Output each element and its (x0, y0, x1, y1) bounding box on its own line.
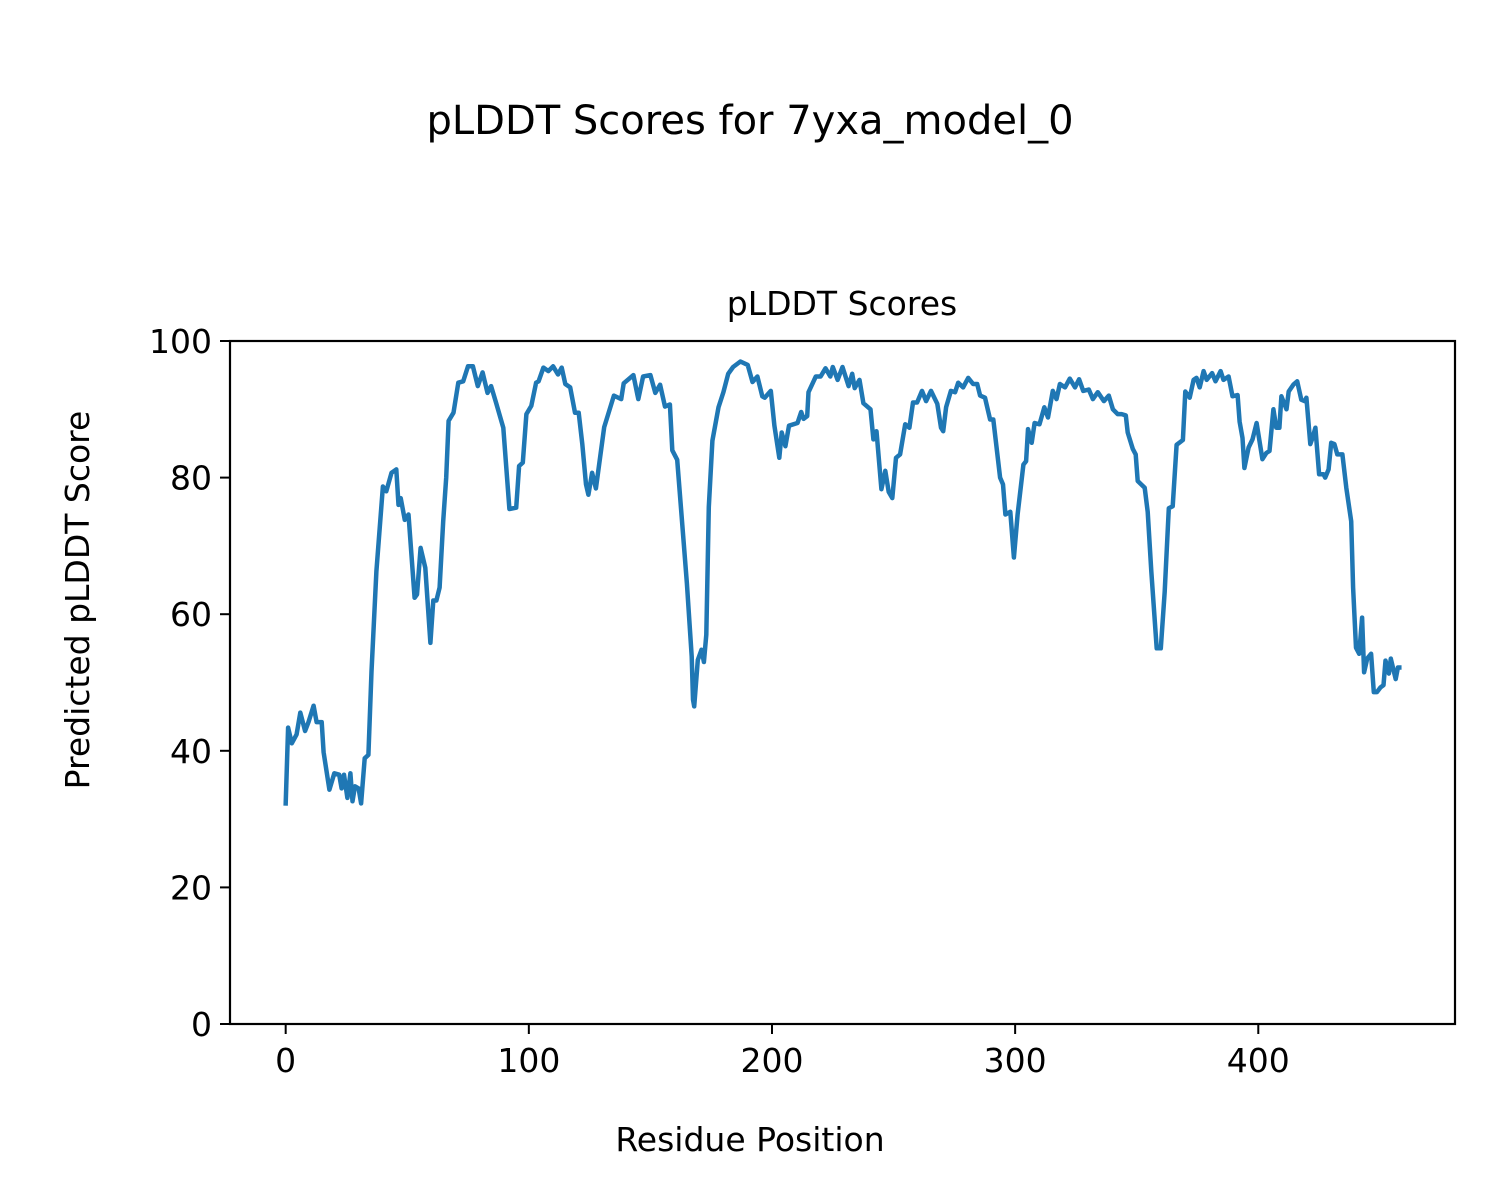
x-axis-label: Residue Position (615, 1120, 884, 1159)
y-tick-label: 0 (191, 1005, 212, 1044)
y-tick-label: 40 (170, 732, 212, 771)
x-tick-label: 400 (1227, 1041, 1290, 1080)
x-axis: 0 100 200 300 400 (275, 1024, 1290, 1080)
y-axis: 0 20 40 60 80 100 (149, 322, 230, 1044)
x-tick-label: 0 (275, 1041, 296, 1080)
y-tick-label: 20 (170, 868, 212, 907)
chart-title: pLDDT Scores (727, 284, 957, 323)
plot-area (228, 339, 1457, 1026)
y-tick-label: 100 (149, 322, 212, 361)
x-tick-label: 300 (984, 1041, 1047, 1080)
y-axis-label: Predicted pLDDT Score (58, 411, 97, 790)
y-tick-label: 60 (170, 595, 212, 634)
series-line-plddt (283, 359, 1402, 806)
axes-frame (228, 339, 1457, 1026)
x-tick-label: 200 (740, 1041, 803, 1080)
y-tick-label: 80 (170, 459, 212, 498)
figure-title: pLDDT Scores for 7yxa_model_0 (426, 98, 1073, 144)
x-tick-label: 100 (497, 1041, 560, 1080)
